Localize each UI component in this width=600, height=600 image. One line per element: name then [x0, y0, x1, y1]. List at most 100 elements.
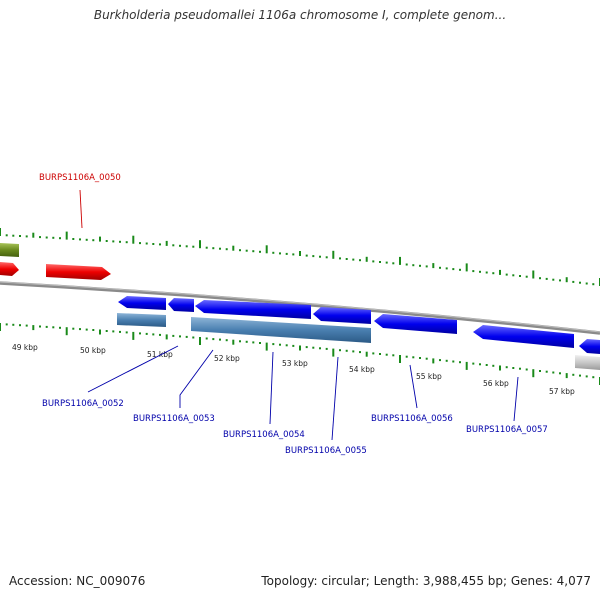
minor-tick	[219, 338, 221, 341]
minor-tick	[99, 329, 101, 335]
major-tick	[132, 235, 135, 244]
minor-tick	[259, 342, 261, 344]
minor-tick	[19, 324, 21, 327]
minor-tick	[519, 275, 521, 277]
genome-backbone	[0, 281, 600, 335]
minor-tick	[119, 240, 121, 243]
minor-tick	[85, 328, 88, 331]
minor-tick	[405, 355, 408, 358]
minor-tick	[545, 370, 548, 373]
minor-tick	[485, 364, 488, 366]
minor-tick	[499, 269, 501, 275]
minor-tick	[179, 244, 181, 247]
tick-label-51: 51 kbp	[147, 350, 173, 359]
minor-tick	[119, 330, 121, 333]
minor-tick	[499, 365, 501, 371]
minor-tick	[572, 280, 575, 283]
minor-tick	[525, 275, 528, 278]
gene-feature-c[interactable]	[195, 300, 311, 319]
minor-tick	[379, 353, 381, 355]
minor-tick	[372, 260, 375, 263]
minor-tick	[425, 357, 428, 360]
minor-tick	[12, 323, 15, 326]
minor-tick	[145, 242, 148, 245]
minor-tick	[559, 279, 561, 282]
gene-feature-burps1106a-0050[interactable]	[46, 264, 111, 280]
gene-feature-olive[interactable]	[0, 243, 19, 257]
gene-label-burps1106a-0057[interactable]: BURPS1106A_0057	[466, 425, 548, 435]
minor-tick	[245, 249, 248, 252]
minor-tick	[285, 344, 288, 347]
minor-tick	[452, 360, 455, 363]
minor-tick	[319, 347, 321, 350]
major-tick	[332, 348, 335, 357]
minor-tick	[385, 261, 388, 264]
minor-tick	[345, 258, 348, 260]
minor-tick	[252, 250, 255, 253]
minor-tick	[405, 263, 408, 266]
gene-feature-b[interactable]	[168, 298, 194, 312]
minor-tick	[159, 243, 161, 246]
minor-tick	[5, 323, 8, 326]
accession-text: Accession: NC_009076	[9, 574, 146, 588]
minor-tick	[165, 240, 168, 246]
minor-tick	[505, 273, 508, 276]
minor-tick	[272, 343, 275, 346]
gene-labels: BURPS1106A_0050 BURPS1106A_0052 BURPS110…	[39, 173, 548, 456]
minor-tick	[339, 257, 341, 260]
minor-tick	[59, 237, 61, 240]
minor-tick	[192, 245, 195, 248]
minor-tick	[479, 363, 481, 366]
minor-tick	[105, 240, 108, 242]
minor-tick	[585, 375, 588, 378]
minor-tick	[439, 266, 441, 269]
major-tick	[0, 228, 1, 236]
gene-feature-f[interactable]	[473, 325, 574, 348]
minor-tick	[539, 277, 541, 280]
gene-label-burps1106a-0050[interactable]: BURPS1106A_0050	[39, 173, 121, 183]
gene-feature-d[interactable]	[313, 307, 371, 324]
major-tick	[65, 327, 68, 336]
minor-tick	[159, 333, 161, 336]
minor-tick	[572, 373, 575, 376]
minor-tick	[139, 242, 141, 245]
tick-label-52: 52 kbp	[214, 354, 240, 363]
gene-label-burps1106a-0053[interactable]: BURPS1106A_0053	[133, 414, 215, 424]
cds-bar-2[interactable]	[191, 317, 371, 343]
tick-label-56: 56 kbp	[483, 379, 509, 388]
major-tick	[132, 331, 135, 340]
minor-tick	[379, 261, 381, 263]
minor-tick	[432, 263, 435, 269]
gene-label-burps1106a-0056[interactable]: BURPS1106A_0056	[371, 414, 453, 424]
minor-tick	[472, 270, 475, 273]
gene-feature-gray[interactable]	[575, 355, 600, 370]
minor-tick	[5, 234, 8, 237]
tick-label-55: 55 kbp	[416, 372, 442, 381]
gene-label-burps1106a-0054[interactable]: BURPS1106A_0054	[223, 430, 305, 440]
cds-bar-1[interactable]	[117, 313, 166, 327]
minor-tick	[85, 238, 88, 241]
tick-label-50: 50 kbp	[80, 346, 106, 355]
gene-label-burps1106a-0052[interactable]: BURPS1106A_0052	[42, 399, 124, 409]
minor-tick	[72, 327, 75, 330]
gene-feature-g[interactable]	[579, 339, 600, 354]
major-tick	[199, 337, 201, 345]
minor-tick	[239, 249, 241, 252]
minor-tick	[52, 326, 55, 329]
minor-tick	[492, 272, 495, 275]
gene-feature-red-left[interactable]	[0, 262, 19, 276]
minor-tick	[579, 374, 581, 377]
minor-tick	[52, 236, 55, 239]
gene-label-burps1106a-0055[interactable]: BURPS1106A_0055	[285, 446, 367, 456]
minor-tick	[485, 271, 488, 274]
minor-tick	[25, 324, 28, 327]
gene-feature-a[interactable]	[118, 296, 166, 310]
minor-tick	[39, 236, 41, 239]
minor-tick	[365, 256, 368, 262]
minor-tick	[419, 264, 421, 267]
minor-tick	[225, 339, 228, 342]
major-tick	[0, 323, 1, 331]
gene-feature-e[interactable]	[374, 314, 457, 334]
minor-tick	[152, 333, 155, 336]
